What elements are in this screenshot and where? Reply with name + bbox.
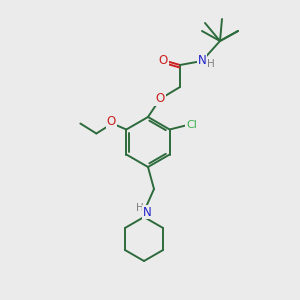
Text: O: O	[155, 92, 165, 106]
Text: N: N	[198, 53, 206, 67]
Text: O: O	[107, 115, 116, 128]
Text: N: N	[142, 206, 152, 218]
Text: H: H	[207, 59, 215, 69]
Text: O: O	[158, 53, 168, 67]
Text: Cl: Cl	[186, 121, 197, 130]
Text: H: H	[136, 203, 144, 213]
